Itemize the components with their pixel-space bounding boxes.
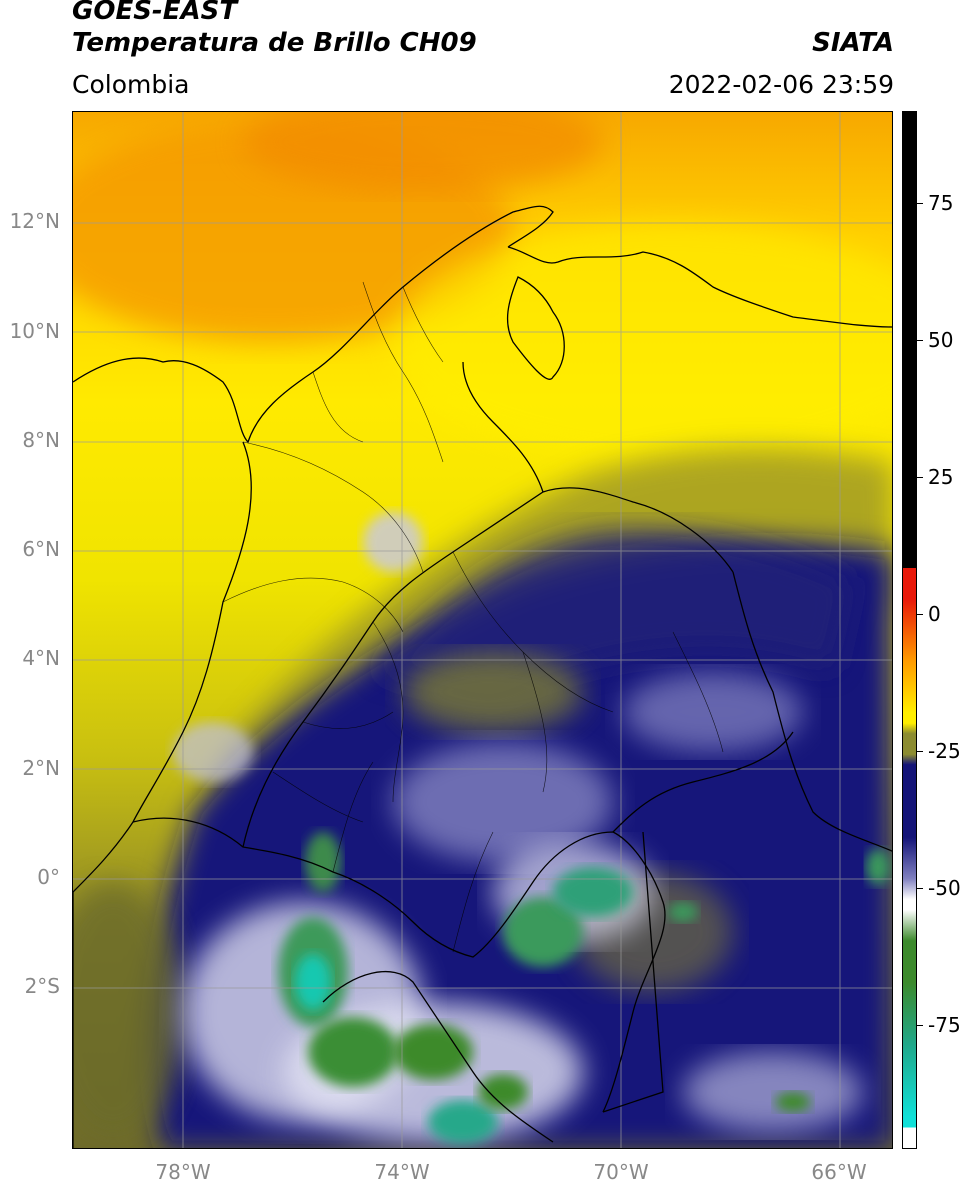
colorbar-label-25: 25 (928, 465, 954, 489)
colorbar-tick (917, 888, 923, 889)
region-label: Colombia (72, 70, 190, 99)
colorbar-label-minus75: -75 (928, 1013, 961, 1037)
colorbar-tick (917, 203, 923, 204)
colorbar-label-minus25: -25 (928, 739, 961, 763)
satellite-title: GOES-EAST (72, 0, 238, 26)
colorbar-tick (917, 751, 923, 752)
lon-label-66w: 66°W (811, 1160, 867, 1184)
timestamp-label: 2022-02-06 23:59 (668, 70, 894, 99)
organization-label: SIATA (812, 28, 894, 58)
lat-label-0: 0° (37, 865, 60, 889)
colorbar-tick (917, 614, 923, 615)
lat-label-10n: 10°N (9, 319, 60, 343)
colorbar-label-75: 75 (928, 191, 954, 215)
product-title: Temperatura de Brillo CH09 (72, 28, 477, 58)
colorbar-label-minus50: -50 (928, 876, 961, 900)
lon-label-70w: 70°W (593, 1160, 649, 1184)
lat-label-6n: 6°N (22, 537, 60, 561)
colorbar-tick (917, 1025, 923, 1026)
satellite-map[interactable] (72, 111, 893, 1149)
lat-label-2s: 2°S (24, 974, 60, 998)
lat-label-8n: 8°N (22, 428, 60, 452)
colorbar-tick (917, 340, 923, 341)
country-borders (73, 205, 892, 1148)
department-borders (222, 281, 724, 953)
lon-label-74w: 74°W (374, 1160, 430, 1184)
colorbar-tick (917, 477, 923, 478)
colorbar-label-0: 0 (928, 602, 941, 626)
lat-label-2n: 2°N (22, 756, 60, 780)
brightness-temperature-image (73, 112, 892, 1148)
lat-label-4n: 4°N (22, 646, 60, 670)
colorbar-label-50: 50 (928, 328, 954, 352)
lon-label-78w: 78°W (155, 1160, 211, 1184)
lat-label-12n: 12°N (9, 209, 60, 233)
temperature-colorbar (902, 111, 917, 1149)
